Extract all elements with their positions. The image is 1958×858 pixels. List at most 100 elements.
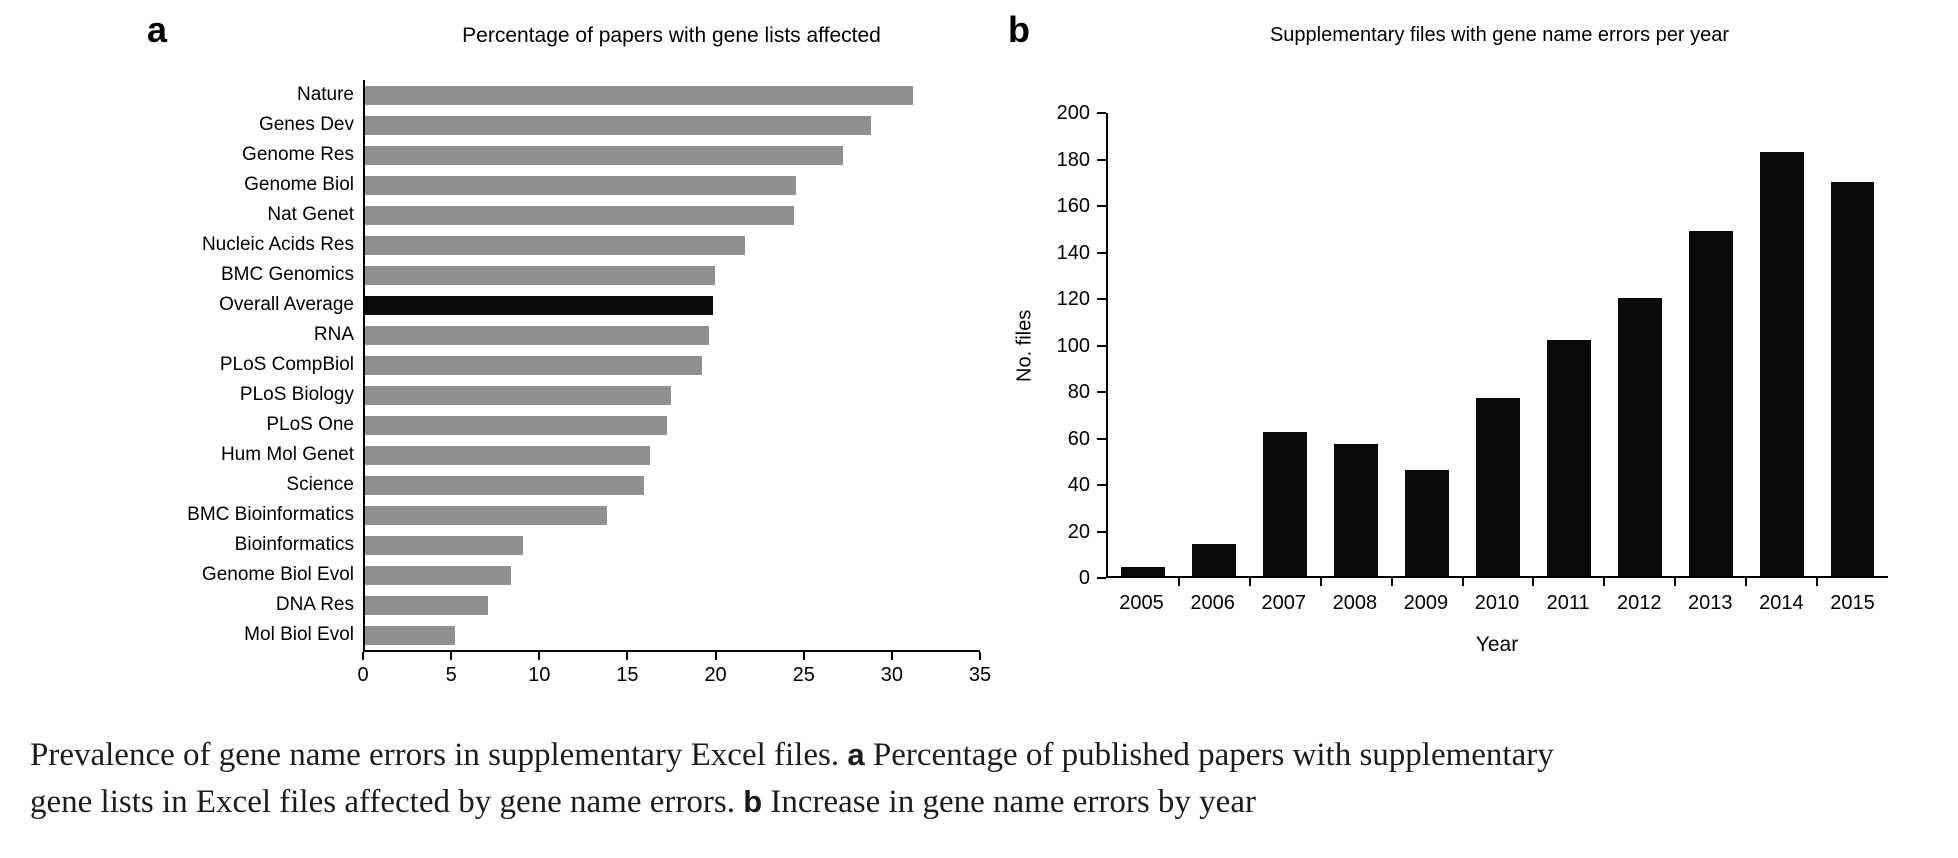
y-axis-tick-label: 120 bbox=[1056, 288, 1090, 310]
bar bbox=[365, 235, 745, 255]
panel-b-label: b bbox=[1008, 9, 1030, 50]
x-axis-tick bbox=[802, 652, 805, 660]
bar bbox=[365, 595, 488, 615]
y-axis-tick: 120 bbox=[1042, 288, 1106, 310]
bar-slot bbox=[1675, 113, 1746, 576]
x-axis-tick-label: 25 bbox=[792, 664, 815, 686]
bar bbox=[365, 85, 914, 105]
hbar-row bbox=[365, 290, 980, 320]
bar-slot bbox=[1604, 113, 1675, 576]
y-axis-tick-label: 80 bbox=[1067, 381, 1090, 403]
hbar-category-label: BMC Bioinformatics bbox=[187, 504, 354, 525]
bar bbox=[365, 355, 703, 375]
hbar-category-label: Nat Genet bbox=[267, 204, 354, 225]
x-axis-tick-labels: 2005 2006 2007 2008 2009 2010 2011 2012 2013 2014… bbox=[1106, 578, 1888, 615]
bar-slot bbox=[1817, 113, 1888, 576]
bar bbox=[365, 205, 794, 225]
y-axis-tick: 60 bbox=[1042, 428, 1106, 450]
x-axis-tick bbox=[1603, 578, 1606, 586]
x-axis-tick bbox=[1319, 578, 1322, 586]
vbar-chart: No. files 0 20 40 60 80 100 120 140 160 180 200 20… bbox=[1008, 102, 1893, 657]
hbar-category-labels: Nature Genes Dev Genome Res Genome Biol Nat … bbox=[125, 80, 363, 652]
bar bbox=[365, 535, 524, 555]
chart-b-title: Supplementary files with gene name error… bbox=[1269, 24, 1730, 46]
hbar-category-label: RNA bbox=[313, 324, 354, 345]
hbar-row bbox=[365, 530, 980, 560]
bar bbox=[365, 625, 455, 645]
hbar-row bbox=[365, 350, 980, 380]
caption-text-2: Percentage of published papers with supp… bbox=[30, 737, 1554, 820]
hbar-category-label: Hum Mol Genet bbox=[220, 444, 354, 465]
hbar-category-label: Genome Biol bbox=[244, 174, 354, 195]
x-axis-tick bbox=[538, 652, 541, 660]
hbar-category-label: DNA Res bbox=[275, 594, 354, 615]
x-axis-tick bbox=[450, 652, 453, 660]
x-axis-tick bbox=[1674, 578, 1677, 586]
bar-slot bbox=[1108, 113, 1179, 576]
y-axis-tick-mark bbox=[1097, 112, 1106, 114]
x-axis-tick bbox=[626, 652, 629, 660]
y-axis-tick: 140 bbox=[1042, 242, 1106, 264]
x-axis-tick-label: 15 bbox=[616, 664, 639, 686]
y-axis-tick-label: 40 bbox=[1067, 474, 1090, 496]
bar bbox=[365, 265, 715, 285]
y-axis-tick: 40 bbox=[1042, 474, 1106, 496]
bar bbox=[365, 175, 796, 195]
x-axis-tick-label: 35 bbox=[968, 664, 992, 686]
y-axis-tick-mark bbox=[1097, 484, 1106, 486]
hbar-row bbox=[365, 80, 980, 110]
bar bbox=[1121, 566, 1166, 576]
bar bbox=[1334, 444, 1379, 576]
y-axis-tick: 20 bbox=[1042, 521, 1106, 543]
hbar-row bbox=[365, 140, 980, 170]
x-axis-tick bbox=[1390, 578, 1393, 586]
hbar-row bbox=[365, 380, 980, 410]
x-axis-tick bbox=[1745, 578, 1748, 586]
y-axis-tick-label: 60 bbox=[1067, 427, 1090, 450]
x-axis-tick-label: 2015 bbox=[1830, 592, 1875, 614]
x-axis-tick bbox=[1461, 578, 1464, 586]
hbar-row bbox=[365, 470, 980, 500]
bar-slot bbox=[1463, 113, 1534, 576]
hbar-row bbox=[365, 230, 980, 260]
vbar-plot-area bbox=[1106, 113, 1888, 586]
x-axis-tick bbox=[1248, 578, 1251, 586]
x-axis-tick bbox=[1177, 578, 1180, 586]
x-axis-tick-label: 20 bbox=[704, 664, 727, 686]
x-axis-tick bbox=[979, 652, 981, 660]
bar-slot bbox=[1179, 113, 1250, 576]
bar bbox=[365, 565, 511, 585]
x-axis-tick-label: 2007 bbox=[1261, 592, 1306, 614]
bar-slot bbox=[1746, 113, 1817, 576]
y-axis-tick-label: 180 bbox=[1056, 148, 1090, 171]
hbar-category-label: PLoS One bbox=[266, 414, 354, 435]
hbar-row bbox=[365, 110, 980, 140]
y-axis-tick-mark bbox=[1097, 437, 1106, 440]
bar bbox=[365, 145, 843, 165]
hbar-row bbox=[365, 440, 980, 470]
bar-slot bbox=[1250, 113, 1321, 576]
panel-a: a Percentage of papers with gene lists a… bbox=[125, 12, 991, 694]
bar bbox=[1405, 469, 1450, 576]
bar bbox=[1617, 298, 1662, 576]
figure-panels: a Percentage of papers with gene lists a… bbox=[30, 12, 1928, 694]
hbar-category-label: Science bbox=[286, 474, 354, 495]
bar bbox=[1830, 182, 1875, 576]
hbar-row bbox=[365, 560, 980, 590]
x-axis-tick bbox=[890, 652, 893, 660]
bar bbox=[365, 295, 713, 315]
y-axis-tick-label: 160 bbox=[1056, 195, 1090, 217]
x-axis-tick-label: 2012 bbox=[1616, 592, 1662, 614]
bar-slot bbox=[1533, 113, 1604, 576]
y-axis-tick-label: 0 bbox=[1078, 567, 1090, 589]
y-axis-tick: 80 bbox=[1042, 381, 1106, 403]
y-axis-tick-mark bbox=[1097, 344, 1106, 347]
bar bbox=[1759, 152, 1804, 576]
hbar-category-label: Bioinformatics bbox=[234, 534, 354, 555]
chart-a-title: Percentage of papers with gene lists aff… bbox=[462, 24, 881, 47]
y-axis-label: No. files bbox=[1013, 309, 1036, 382]
y-axis-tick-mark bbox=[1097, 251, 1106, 254]
y-axis: 0 20 40 60 80 100 120 140 160 180 200 bbox=[1042, 102, 1106, 589]
bar bbox=[365, 475, 645, 495]
x-axis-tick-label: 10 bbox=[528, 664, 551, 686]
